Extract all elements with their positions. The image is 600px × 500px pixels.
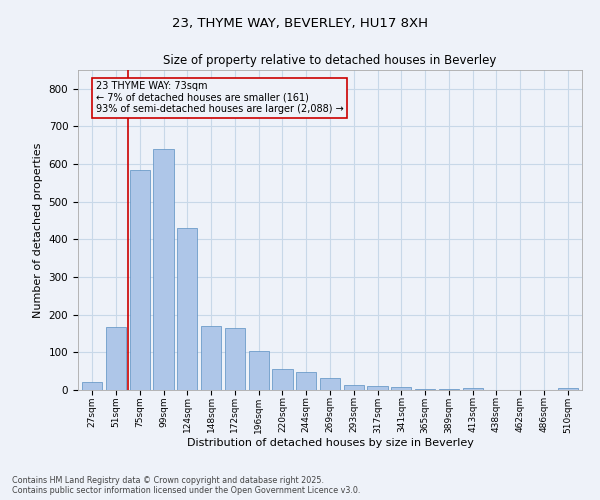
Bar — [272, 368, 293, 390]
Bar — [248, 351, 269, 390]
X-axis label: Distribution of detached houses by size in Beverley: Distribution of detached houses by size … — [187, 438, 473, 448]
Bar — [106, 327, 126, 390]
Bar — [439, 389, 459, 390]
Bar — [177, 228, 197, 390]
Bar — [82, 382, 103, 390]
Y-axis label: Number of detached properties: Number of detached properties — [33, 142, 43, 318]
Title: Size of property relative to detached houses in Beverley: Size of property relative to detached ho… — [163, 54, 497, 68]
Bar — [130, 170, 150, 390]
Bar — [154, 149, 173, 390]
Text: 23 THYME WAY: 73sqm
← 7% of detached houses are smaller (161)
93% of semi-detach: 23 THYME WAY: 73sqm ← 7% of detached hou… — [96, 82, 344, 114]
Text: Contains HM Land Registry data © Crown copyright and database right 2025.
Contai: Contains HM Land Registry data © Crown c… — [12, 476, 361, 495]
Bar — [225, 328, 245, 390]
Bar — [557, 388, 578, 390]
Bar — [367, 386, 388, 390]
Bar — [391, 388, 412, 390]
Text: 23, THYME WAY, BEVERLEY, HU17 8XH: 23, THYME WAY, BEVERLEY, HU17 8XH — [172, 17, 428, 30]
Bar — [415, 389, 435, 390]
Bar — [463, 388, 483, 390]
Bar — [296, 372, 316, 390]
Bar — [201, 326, 221, 390]
Bar — [320, 378, 340, 390]
Bar — [344, 384, 364, 390]
